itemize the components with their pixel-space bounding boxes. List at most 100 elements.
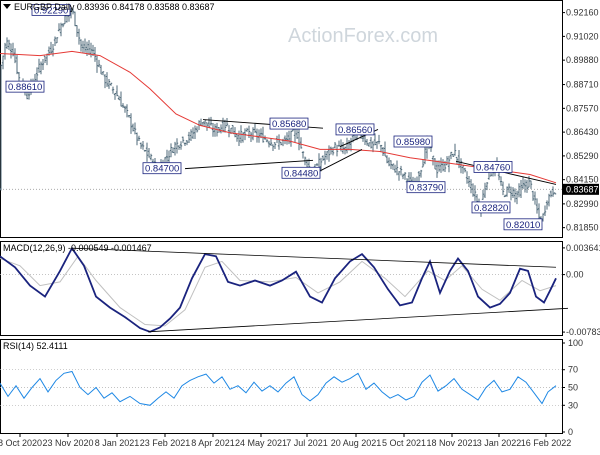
macd-y-tick-label: 0.003641 <box>566 243 600 253</box>
price-bar <box>53 36 57 47</box>
last-price-tag-text: 0.83687 <box>566 184 599 194</box>
price-bar <box>365 138 369 146</box>
price-bar <box>1 55 5 70</box>
price-y-tick-label: 0.88710 <box>566 80 599 90</box>
price-bar <box>107 78 111 89</box>
price-y-tick-label: 0.86430 <box>566 127 599 137</box>
rsi-y-tick-label: 70 <box>568 365 578 375</box>
price-callout-box <box>5 80 45 93</box>
price-bar <box>323 150 327 165</box>
price-callout-box <box>31 3 71 16</box>
price-bar <box>185 140 189 146</box>
price-bar <box>103 74 107 89</box>
macd-line <box>0 246 557 333</box>
price-callout-text: 0.88610 <box>8 82 42 93</box>
x-tick-label: 8 Oct 2020 <box>0 438 42 448</box>
price-bar <box>253 123 257 133</box>
price-bar <box>83 38 87 53</box>
price-bar <box>227 125 231 138</box>
x-axis: 8 Oct 2020 23 Nov 2020 8 Jan 2021 23 Feb 20… <box>0 434 571 448</box>
price-bar <box>269 138 273 146</box>
price-y-tick-label: 0.92160 <box>566 8 599 18</box>
price-bar <box>389 160 393 170</box>
price-bar <box>79 39 83 52</box>
price-bar <box>37 58 41 73</box>
price-bar <box>147 148 151 158</box>
x-tick-label: 23 Nov 2020 <box>42 438 93 448</box>
price-bar <box>285 132 289 145</box>
price-bar <box>195 126 199 133</box>
price-bar <box>331 147 335 156</box>
price-bar <box>61 23 65 28</box>
price-bar <box>111 86 115 94</box>
price-bar <box>169 143 173 158</box>
price-callout: 0.86560 <box>335 123 375 136</box>
price-bar <box>423 144 427 165</box>
rsi-y-tick-label: 100 <box>568 338 583 348</box>
price-bar <box>463 167 467 173</box>
price-bar <box>187 131 191 143</box>
price-bar <box>39 61 43 75</box>
price-bar <box>549 190 553 198</box>
rsi-y-axis: 100 70 50 30 0 <box>562 338 583 437</box>
price-callout-text: 0.84480 <box>284 168 318 179</box>
price-bar <box>401 173 405 180</box>
x-tick-label: 7 Jul 2021 <box>286 438 328 448</box>
price-bar <box>9 43 13 59</box>
price-bar <box>509 186 513 201</box>
price-bar <box>123 105 127 113</box>
price-callout: 0.92290 <box>31 3 71 16</box>
price-bar <box>535 198 539 214</box>
last-price-tag: 0.83687 <box>563 183 599 195</box>
price-bar <box>543 205 547 217</box>
price-bar <box>143 149 147 152</box>
price-bar <box>233 127 237 138</box>
price-bar <box>551 186 555 197</box>
price-bar <box>397 171 401 181</box>
price-bar <box>469 179 473 194</box>
price-bar <box>25 91 29 100</box>
price-bar <box>81 40 85 53</box>
price-bar <box>173 141 177 156</box>
svg-text:EURGBP Daily 0.83936 0.84178 0: EURGBP Daily 0.83936 0.84178 0.83588 0.8… <box>14 2 215 12</box>
x-tick-label: 16 Feb 2022 <box>521 438 572 448</box>
price-title-text: EURGBP Daily <box>14 2 75 12</box>
price-bar <box>485 182 489 191</box>
price-callout-text: 0.86560 <box>338 125 372 136</box>
price-bar <box>473 185 477 201</box>
price-bar <box>113 92 117 100</box>
price-bar <box>459 158 463 174</box>
price-bar <box>371 140 375 153</box>
price-bar <box>145 142 149 162</box>
price-bar <box>545 200 549 210</box>
price-bar <box>403 172 407 180</box>
price-bar <box>289 130 293 147</box>
price-callout-box <box>406 181 446 194</box>
price-bar <box>277 134 281 150</box>
price-bar <box>257 129 261 143</box>
price-bar <box>245 127 249 132</box>
x-tick-label: 24 May 2021 <box>235 438 287 448</box>
panel-collapse-icon <box>3 4 11 9</box>
price-y-tick-label: 0.82990 <box>566 199 599 209</box>
price-bar <box>383 141 387 157</box>
macd-trendline <box>71 247 557 268</box>
price-bar <box>209 116 213 126</box>
price-bar <box>387 157 391 167</box>
price-bar <box>179 141 183 150</box>
price-bar <box>165 149 169 164</box>
macd-panel-frame <box>0 241 563 336</box>
watermark: ActionForex.com <box>288 25 438 47</box>
price-bar <box>131 123 135 132</box>
price-bar <box>43 55 47 63</box>
price-bar <box>211 122 215 137</box>
price-bar <box>489 172 493 177</box>
price-bar <box>435 160 439 178</box>
rsi-y-tick-label: 50 <box>568 383 578 393</box>
price-bar <box>237 130 241 147</box>
price-bar <box>381 147 385 157</box>
x-tick-label: 23 Feb 2021 <box>140 438 191 448</box>
price-bar <box>367 142 371 147</box>
price-bar <box>267 140 271 148</box>
